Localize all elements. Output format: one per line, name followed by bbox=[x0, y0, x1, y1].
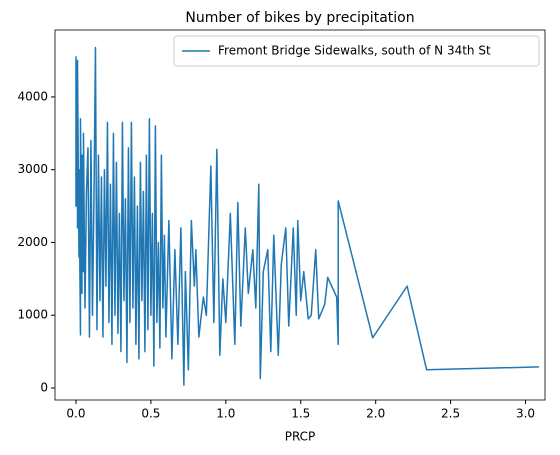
x-tick-label: 2.5 bbox=[441, 407, 460, 421]
y-tick-label: 4000 bbox=[17, 89, 48, 103]
y-tick-label: 0 bbox=[40, 380, 48, 394]
x-tick-label: 0.5 bbox=[141, 407, 160, 421]
legend-box bbox=[173, 35, 540, 67]
x-axis-label: PRCP bbox=[285, 430, 316, 444]
x-tick-label: 1.0 bbox=[216, 407, 235, 421]
y-tick-label: 2000 bbox=[17, 235, 48, 249]
x-tick-label: 3.0 bbox=[516, 407, 535, 421]
line-series bbox=[75, 46, 540, 386]
x-tick-label: 1.5 bbox=[291, 407, 310, 421]
chart-title: Number of bikes by precipitation bbox=[185, 10, 414, 26]
x-tick-label: 2.0 bbox=[366, 407, 385, 421]
legend-label: Fremont Bridge Sidewalks, south of N 34t… bbox=[218, 44, 491, 58]
y-tick-label: 3000 bbox=[17, 162, 48, 176]
x-tick-label: 0.0 bbox=[66, 407, 85, 421]
y-tick-label: 1000 bbox=[17, 308, 48, 322]
plot-frame bbox=[54, 29, 546, 401]
